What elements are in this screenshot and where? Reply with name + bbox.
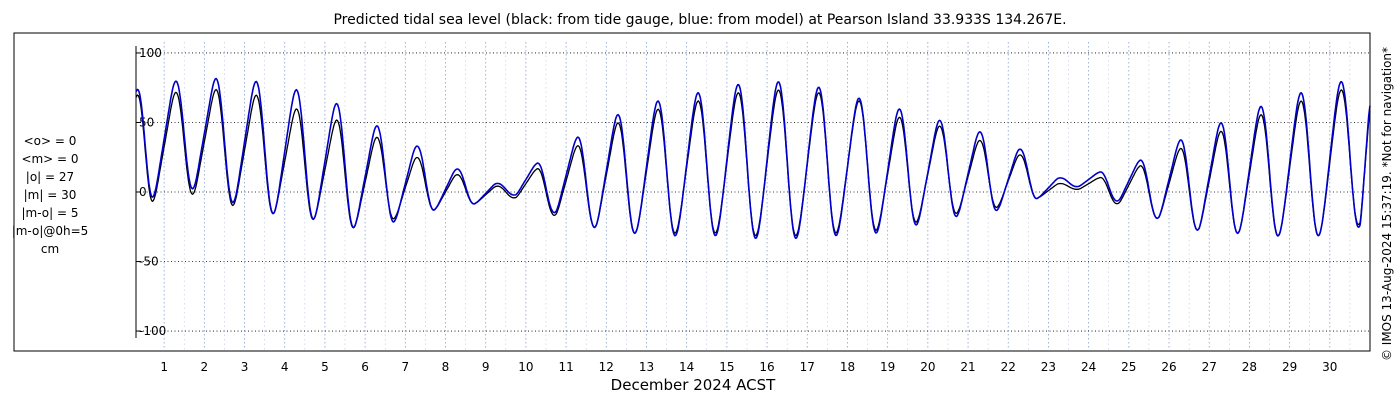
x-axis-label: December 2024 ACST — [611, 376, 776, 394]
x-tick-label: 25 — [1121, 360, 1136, 374]
x-tick-label: 29 — [1282, 360, 1297, 374]
series-line-model — [135, 77, 1371, 239]
credit-text: © IMOS 13-Aug-2024 15:37:19. *Not for na… — [1380, 47, 1394, 361]
outer-frame — [13, 32, 1371, 352]
stat-abs-diff: |m-o| = 5 — [22, 206, 79, 220]
x-tick-label: 1 — [160, 360, 168, 374]
y-tick-label: 100 — [139, 46, 162, 60]
x-tick-label: 7 — [401, 360, 409, 374]
y-tick-label: -100 — [139, 324, 166, 338]
x-tick-label: 28 — [1242, 360, 1257, 374]
x-tick-label: 18 — [840, 360, 855, 374]
y-tick-label: 50 — [139, 115, 154, 129]
x-tick-label: 21 — [960, 360, 975, 374]
x-tick-label: 16 — [759, 360, 774, 374]
x-tick-label: 13 — [639, 360, 654, 374]
axes: 1 2 3 4 5 6 7 8 9 10 11 12 13 14 15 16 17 18 19 20 21 22 23 24 2… — [135, 46, 1337, 374]
x-tick-label: 20 — [920, 360, 935, 374]
stat-abs-model: |m| = 30 — [24, 188, 77, 202]
stat-mean-model: <m> = 0 — [21, 152, 78, 166]
x-tick-label: 14 — [679, 360, 694, 374]
x-tick-label: 12 — [599, 360, 614, 374]
x-tick-label: 2 — [201, 360, 209, 374]
x-tick-label: 4 — [281, 360, 289, 374]
stat-abs-observed: |o| = 27 — [26, 170, 74, 184]
stats-panel: <o> = 0 <m> = 0 |o| = 27 |m| = 30 |m-o| … — [12, 134, 89, 256]
x-tick-label: 15 — [719, 360, 734, 374]
y-tick-label: 0 — [139, 185, 147, 199]
stat-abs-diff-0h: |m-o|@0h=5 — [12, 224, 89, 238]
x-tick-label: 23 — [1041, 360, 1056, 374]
series-line-tide-gauge — [135, 88, 1371, 237]
stat-unit: cm — [41, 242, 59, 256]
x-tick-label: 19 — [880, 360, 895, 374]
x-tick-label: 26 — [1161, 360, 1176, 374]
y-tick-label: -50 — [139, 255, 159, 269]
chart-title: Predicted tidal sea level (black: from t… — [333, 12, 1066, 28]
x-tick-label: 22 — [1001, 360, 1016, 374]
x-tick-label: 11 — [558, 360, 573, 374]
series-lines — [135, 77, 1371, 239]
x-tick-label: 8 — [442, 360, 450, 374]
x-tick-label: 24 — [1081, 360, 1096, 374]
x-tick-label: 30 — [1322, 360, 1337, 374]
x-tick-label: 27 — [1202, 360, 1217, 374]
stat-mean-observed: <o> = 0 — [24, 134, 77, 148]
grid — [136, 42, 1370, 350]
x-tick-label: 9 — [482, 360, 490, 374]
x-tick-label: 3 — [241, 360, 249, 374]
x-tick-label: 6 — [361, 360, 369, 374]
x-tick-label: 10 — [518, 360, 533, 374]
x-tick-label: 17 — [800, 360, 815, 374]
x-tick-label: 5 — [321, 360, 329, 374]
